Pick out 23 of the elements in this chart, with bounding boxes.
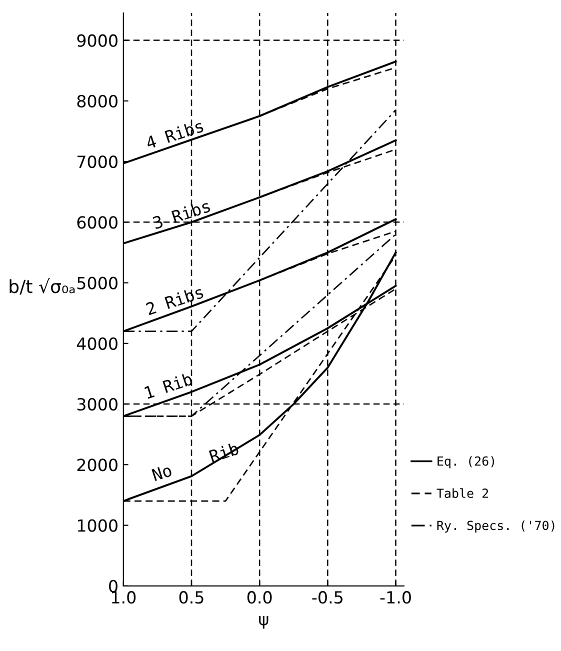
y-tick-label: 7000 bbox=[78, 156, 118, 168]
annotation: 2 Ribs bbox=[145, 285, 204, 316]
y-tick-label: 8000 bbox=[77, 94, 118, 108]
y-tick-label: 4000 bbox=[76, 337, 118, 350]
legend-label: Table 2 bbox=[436, 488, 488, 498]
x-tick-label: -1.0 bbox=[380, 591, 411, 604]
y-tick-label: 1000 bbox=[78, 519, 118, 532]
annotation: 1 Rib bbox=[144, 372, 193, 399]
x-tick-label: 1.0 bbox=[112, 591, 136, 604]
y-tick-label: 0 bbox=[109, 580, 118, 592]
y-tick-label: 2000 bbox=[77, 458, 118, 472]
x-tick-label: 0.5 bbox=[179, 591, 204, 604]
y-tick-label: 6000 bbox=[77, 216, 118, 229]
y-tick-label: 5000 bbox=[77, 276, 118, 290]
legend-label: Ry. Specs. ('70) bbox=[437, 520, 554, 533]
x-tick-label: 0.0 bbox=[247, 591, 272, 604]
y-axis-title: b/t √σ₀ₐ bbox=[10, 278, 75, 295]
x-tick-label: -0.5 bbox=[312, 591, 342, 604]
annotation: 4 Ribs bbox=[145, 119, 204, 150]
y-tick-label: 9000 bbox=[77, 34, 118, 47]
y-tick-label: 3000 bbox=[77, 398, 118, 411]
legend-label: Eq. (26) bbox=[438, 456, 494, 468]
x-axis-title: ψ bbox=[259, 616, 268, 629]
